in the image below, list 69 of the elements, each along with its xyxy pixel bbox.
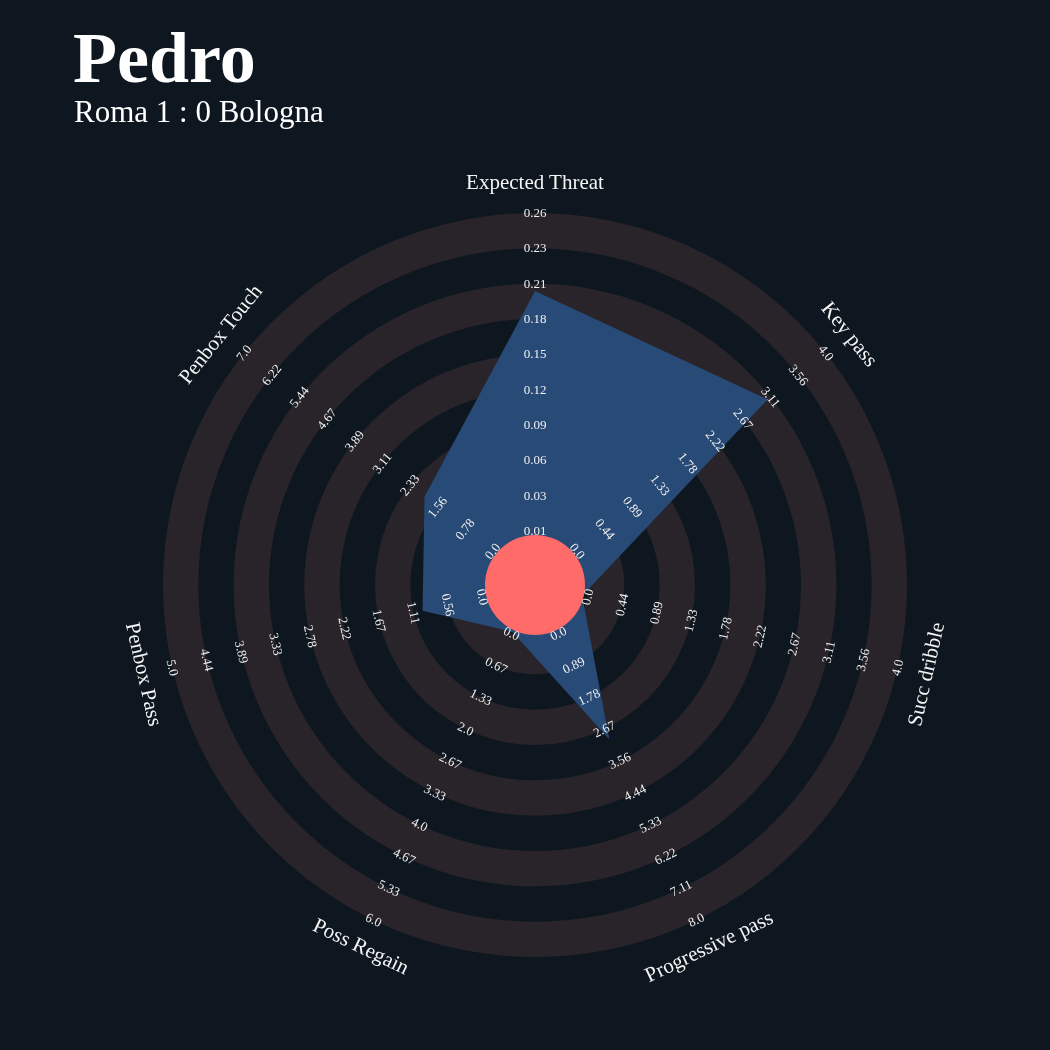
text: 3.11 — [369, 449, 395, 477]
text: 1.33 — [467, 685, 495, 709]
text: 4.67 — [313, 404, 340, 433]
text: 1.78 — [715, 615, 735, 642]
text: 2.22 — [749, 623, 770, 649]
text: 5.33 — [375, 876, 403, 900]
text: 4.44 — [197, 647, 218, 674]
text: 3.89 — [231, 639, 252, 665]
text: 7.0 — [232, 341, 255, 364]
text: 0.09 — [523, 417, 547, 432]
text: 0.0 — [547, 622, 569, 644]
text: 3.56 — [852, 646, 873, 673]
text: 2.0 — [455, 718, 477, 739]
text: 4.44 — [621, 780, 649, 805]
text: 0.78 — [451, 515, 478, 543]
text: 0.06 — [523, 452, 547, 468]
text: 5.33 — [636, 812, 664, 836]
text: 2.78 — [300, 623, 321, 649]
text: 5.44 — [286, 382, 313, 411]
text: 2.33 — [396, 471, 423, 499]
text: 0.67 — [482, 653, 511, 677]
text: 2.67 — [590, 716, 619, 741]
text: 1.67 — [369, 607, 390, 634]
text: 3.56 — [606, 748, 634, 773]
text: 0.23 — [523, 240, 547, 256]
text: 3.11 — [758, 383, 784, 411]
text: 3.33 — [266, 631, 286, 657]
text: 3.11 — [818, 639, 839, 665]
spoke-label: Expected Threat — [466, 170, 605, 195]
text: 0.12 — [523, 381, 547, 397]
text: 2.22 — [335, 615, 355, 642]
text: 1.11 — [404, 600, 424, 626]
text: 2.22 — [702, 427, 729, 455]
text: 4.0 — [409, 813, 431, 835]
text: 0.03 — [523, 487, 547, 503]
text: 0.21 — [523, 275, 547, 291]
text: 3.56 — [785, 361, 812, 389]
text: 0.89 — [560, 653, 588, 677]
text: 4.67 — [390, 844, 419, 868]
text: 8.0 — [685, 909, 707, 930]
text: 0.44 — [611, 591, 632, 618]
text: 6.22 — [258, 361, 285, 389]
text: 0.56 — [438, 592, 459, 619]
text: 2.67 — [730, 405, 757, 433]
text: 1.33 — [647, 471, 674, 499]
text: 0.0 — [578, 587, 597, 607]
text: 0.0 — [473, 587, 492, 607]
text: 1.78 — [675, 449, 702, 477]
text: 7.11 — [667, 876, 695, 900]
text: 2.67 — [436, 748, 465, 773]
text: 3.33 — [421, 780, 449, 805]
text: 4.0 — [815, 341, 838, 364]
text: 1.56 — [424, 493, 451, 521]
text: 6.22 — [652, 844, 680, 868]
text: 0.44 — [592, 515, 619, 543]
text: 0.26 — [523, 205, 547, 220]
text: 0.89 — [619, 493, 646, 521]
text: 0.18 — [523, 311, 547, 326]
text: 2.67 — [784, 630, 804, 657]
text: 6.0 — [363, 909, 385, 930]
text: 0.89 — [646, 599, 666, 626]
text: 1.78 — [575, 685, 603, 709]
text: 0.0 — [481, 539, 504, 563]
text: 1.33 — [680, 607, 701, 634]
text: 0.0 — [566, 539, 589, 563]
text: 3.89 — [341, 427, 368, 455]
text: 0.15 — [523, 346, 547, 362]
text: 0.01 — [523, 523, 547, 538]
text: 0.0 — [501, 622, 523, 644]
